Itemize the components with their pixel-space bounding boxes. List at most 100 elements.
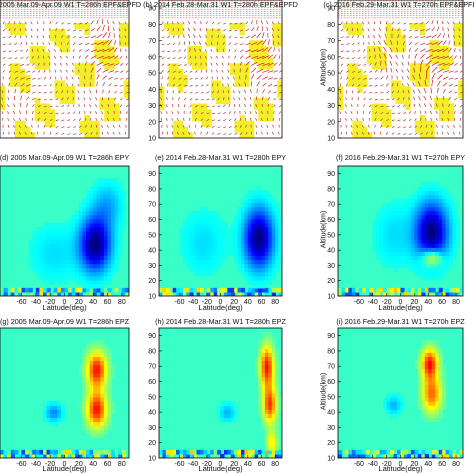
heatmap-cell (107, 271, 112, 277)
heatmap-cell (431, 376, 436, 382)
epf-arrow (171, 124, 174, 128)
heatmap-cell (258, 453, 263, 458)
heatmap-cell (103, 206, 109, 212)
epf-arrow (211, 28, 214, 32)
heatmap-cell (393, 231, 398, 236)
heatmap-cell (445, 198, 450, 204)
heatmap-cell (241, 210, 246, 216)
heatmap-cell (96, 376, 101, 382)
epf-arrow (454, 55, 457, 59)
epfd-region (182, 80, 188, 87)
epfd-region (84, 132, 90, 138)
heatmap-cell (435, 255, 440, 261)
epf-arrow (19, 110, 21, 114)
heatmap-cell (39, 449, 44, 455)
epfd-region (215, 86, 222, 93)
heatmap-cell (60, 243, 66, 248)
epf-arrow (232, 90, 235, 94)
heatmap-cell (241, 198, 246, 204)
epf-arrow (206, 91, 210, 94)
heatmap-cell (53, 291, 58, 296)
heatmap-cell (86, 401, 91, 406)
heatmap-cell (438, 243, 443, 248)
heatmap-cell (268, 433, 273, 439)
heatmap-cell (456, 239, 461, 244)
heatmap-cell (100, 348, 105, 353)
heatmap-cell (438, 409, 443, 414)
heatmap-cell (46, 259, 51, 265)
epf-arrow (239, 43, 244, 46)
heatmap-cell (264, 206, 269, 212)
heatmap-cell (431, 417, 436, 423)
heatmap-cell (89, 291, 94, 296)
epfd-region (177, 80, 184, 87)
heatmap-cell (227, 405, 232, 410)
heatmap-cell (220, 405, 225, 410)
heatmap-cell (424, 194, 429, 200)
heatmap-cell (383, 235, 388, 240)
epf-arrow (245, 61, 250, 66)
heatmap-cell (75, 449, 80, 455)
heatmap-cell (196, 271, 201, 277)
heatmap-cell (107, 376, 112, 382)
epfd-region (187, 132, 193, 138)
heatmap-cell (254, 239, 259, 244)
heatmap-cell (376, 247, 381, 252)
epf-arrow (340, 76, 342, 80)
axes-frame (337, 0, 464, 139)
heatmap-cell (118, 239, 123, 244)
heatmap-cell (103, 214, 109, 220)
x-tick-label: 60 (258, 299, 266, 306)
heatmap-cell (217, 226, 222, 232)
heatmap-cell (400, 198, 405, 204)
heatmap-cell (431, 401, 436, 406)
heatmap-cell (421, 255, 426, 261)
heatmap-cell (414, 202, 419, 208)
epf-arrow (2, 63, 6, 66)
y-tick-label: 70 (327, 38, 335, 45)
heatmap-cell (414, 360, 419, 366)
epfd-region (114, 109, 120, 116)
heatmap-cell (445, 259, 450, 265)
axes-frame (158, 0, 283, 139)
epfd-region (434, 97, 440, 105)
heatmap-cell (57, 267, 62, 273)
heatmap-cell (103, 372, 109, 378)
epf-arrow (101, 124, 103, 128)
heatmap-cell (50, 405, 55, 410)
epf-arrow (54, 69, 57, 73)
heatmap-cell (397, 198, 402, 204)
heatmap-cell (271, 243, 276, 248)
heatmap-cell (271, 344, 276, 349)
heatmap-cell (196, 218, 201, 224)
epfd-region (24, 74, 31, 82)
heatmap-cell (186, 235, 191, 240)
y-tick-label: 10 (148, 294, 156, 301)
epf-arrow (228, 48, 231, 52)
heatmap-cell (459, 287, 463, 293)
heatmap-cell (421, 222, 426, 228)
heatmap-cell (50, 226, 55, 232)
heatmap-cell (89, 433, 94, 439)
epfd-region (19, 28, 26, 36)
heatmap-cell (43, 287, 48, 293)
epfd-region (424, 69, 430, 76)
heatmap-cell (43, 239, 48, 244)
heatmap-cell (435, 190, 440, 196)
epf-arrow (414, 133, 418, 135)
epf-arrow (108, 97, 110, 101)
epfd-region (381, 51, 387, 59)
heatmap-cell (421, 360, 426, 366)
epf-arrow (459, 111, 463, 115)
heatmap-cell (431, 214, 436, 220)
heatmap-cell (200, 243, 205, 248)
heatmap-cell (417, 401, 422, 406)
heatmap-cell (196, 255, 201, 261)
heatmap-cell (251, 259, 256, 265)
epf-arrow (31, 111, 34, 114)
heatmap-cell (254, 226, 259, 232)
epf-arrow (65, 62, 68, 66)
heatmap-cell (397, 206, 402, 212)
heatmap-cell (400, 231, 405, 236)
y-axis-label: Altitude(km) (320, 372, 328, 411)
